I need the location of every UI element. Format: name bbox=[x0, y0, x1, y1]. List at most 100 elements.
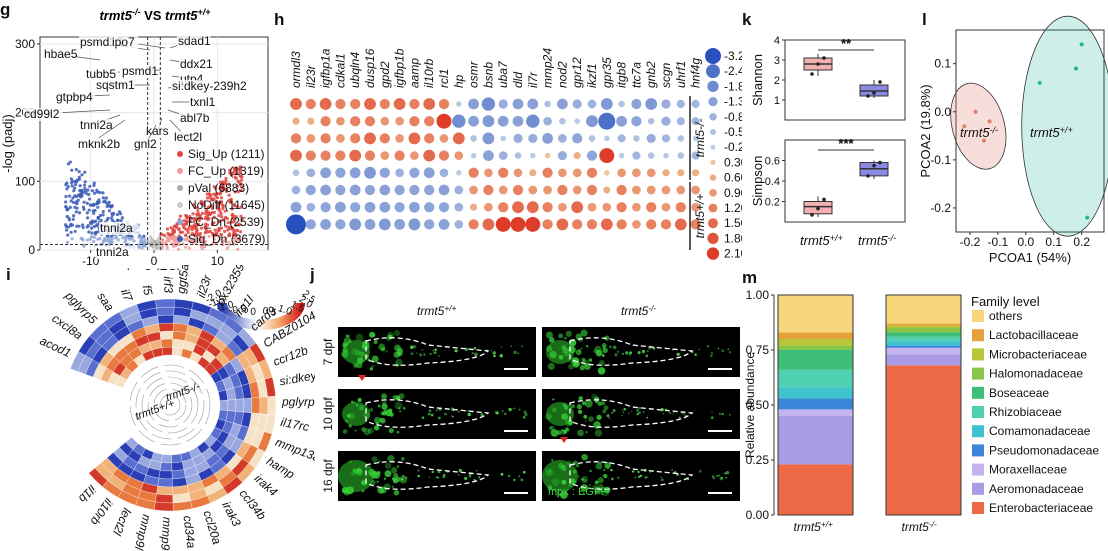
bubble bbox=[559, 117, 566, 125]
data-point bbox=[88, 203, 93, 207]
bubble bbox=[571, 201, 584, 214]
fluorescence-spot bbox=[444, 412, 447, 416]
gene-label: il1b bbox=[76, 482, 99, 505]
data-point bbox=[83, 186, 87, 191]
data-point bbox=[220, 241, 224, 245]
gene-label: ipo7 bbox=[112, 35, 135, 49]
fluorescence-spot bbox=[577, 429, 584, 437]
bubble bbox=[306, 168, 316, 178]
fluorescence-spot bbox=[473, 346, 477, 350]
data-point bbox=[237, 236, 241, 240]
gene-label: lect2l bbox=[174, 130, 202, 144]
gene-label: uhrf1 bbox=[674, 61, 688, 88]
data-point bbox=[227, 182, 231, 186]
fluorescence-spot bbox=[622, 411, 625, 413]
data-point bbox=[66, 207, 70, 211]
scale-label: -0.87 bbox=[724, 110, 742, 124]
data-point bbox=[203, 216, 207, 220]
bar-segment bbox=[886, 336, 961, 342]
data-point bbox=[177, 227, 181, 231]
scale-marker bbox=[709, 174, 717, 181]
data-point bbox=[204, 222, 208, 226]
fluorescence-region bbox=[546, 340, 574, 364]
fluorescence-spot bbox=[588, 416, 594, 422]
data-point bbox=[107, 200, 111, 204]
plot-frame bbox=[784, 139, 906, 223]
label-bg bbox=[85, 68, 119, 81]
bubble bbox=[438, 184, 450, 196]
fluorescence-spot bbox=[575, 464, 580, 468]
label-bg bbox=[95, 246, 135, 259]
bubble bbox=[484, 202, 493, 212]
data-point bbox=[227, 225, 231, 229]
fluorescence-spot bbox=[636, 412, 639, 416]
heat-cell bbox=[171, 461, 184, 472]
fluorescence-spot bbox=[421, 349, 424, 351]
data-point bbox=[205, 196, 210, 200]
bubble bbox=[542, 133, 553, 144]
fluorescence-spot bbox=[400, 477, 404, 481]
panel-label-i: i bbox=[6, 265, 11, 284]
data-point bbox=[132, 239, 136, 243]
fluorescence-spot bbox=[384, 462, 392, 470]
y-tick-label: 0 bbox=[28, 243, 35, 257]
data-point bbox=[194, 236, 198, 240]
data-point bbox=[181, 225, 186, 229]
bubble bbox=[380, 116, 390, 126]
fluorescence-spot bbox=[387, 334, 393, 340]
bubble bbox=[364, 116, 376, 127]
data-point bbox=[92, 224, 96, 229]
data-point bbox=[212, 197, 216, 201]
heat-cell bbox=[158, 322, 174, 332]
data-point bbox=[235, 228, 240, 233]
label-bg bbox=[145, 125, 173, 138]
x-tick-label: 10 bbox=[211, 254, 225, 268]
fluorescence-spot bbox=[565, 427, 569, 431]
bubble bbox=[558, 202, 567, 212]
label-bg bbox=[171, 80, 255, 93]
fluorescence-spot bbox=[383, 477, 387, 480]
data-point bbox=[169, 233, 173, 237]
bubble bbox=[335, 167, 346, 178]
legend-title: Family level bbox=[971, 294, 1040, 309]
label-bg bbox=[189, 96, 223, 109]
x-tick-label: 0.2 bbox=[1073, 235, 1090, 249]
bubble bbox=[320, 133, 331, 144]
fluorescence-spot bbox=[476, 469, 478, 472]
data-point bbox=[227, 193, 231, 197]
fluorescence-spot bbox=[385, 350, 388, 353]
data-point bbox=[167, 239, 171, 243]
bubble bbox=[646, 133, 656, 143]
data-point bbox=[816, 206, 820, 211]
data-point bbox=[230, 207, 234, 211]
dendrogram-arc bbox=[135, 370, 205, 440]
data-point bbox=[90, 226, 94, 230]
data-point bbox=[82, 183, 87, 187]
bubble bbox=[558, 134, 567, 143]
fluorescence-spot bbox=[376, 480, 379, 484]
bubble bbox=[510, 216, 526, 232]
data-point bbox=[1037, 80, 1042, 85]
data-point bbox=[85, 225, 89, 229]
data-point bbox=[102, 239, 106, 243]
fluorescence-spot bbox=[403, 407, 406, 410]
data-point bbox=[191, 212, 195, 216]
fluorescence-spot bbox=[558, 333, 564, 339]
fluorescence-spot bbox=[629, 351, 632, 355]
fluorescence-spot bbox=[370, 364, 375, 369]
bubble bbox=[305, 150, 316, 161]
y-tick-label: 100 bbox=[15, 174, 35, 188]
gene-label: osmr bbox=[467, 60, 481, 88]
bubble bbox=[394, 219, 405, 230]
data-point bbox=[72, 214, 76, 218]
data-point bbox=[157, 236, 161, 240]
bubble bbox=[438, 202, 450, 213]
data-point bbox=[71, 196, 75, 200]
data-point bbox=[981, 138, 986, 143]
heat-cell bbox=[153, 501, 174, 512]
data-point bbox=[87, 197, 92, 201]
bubble bbox=[364, 98, 376, 110]
bubble bbox=[676, 99, 685, 109]
fluorescence-spot bbox=[395, 363, 399, 367]
y-axis-label: Simpson bbox=[750, 156, 765, 207]
